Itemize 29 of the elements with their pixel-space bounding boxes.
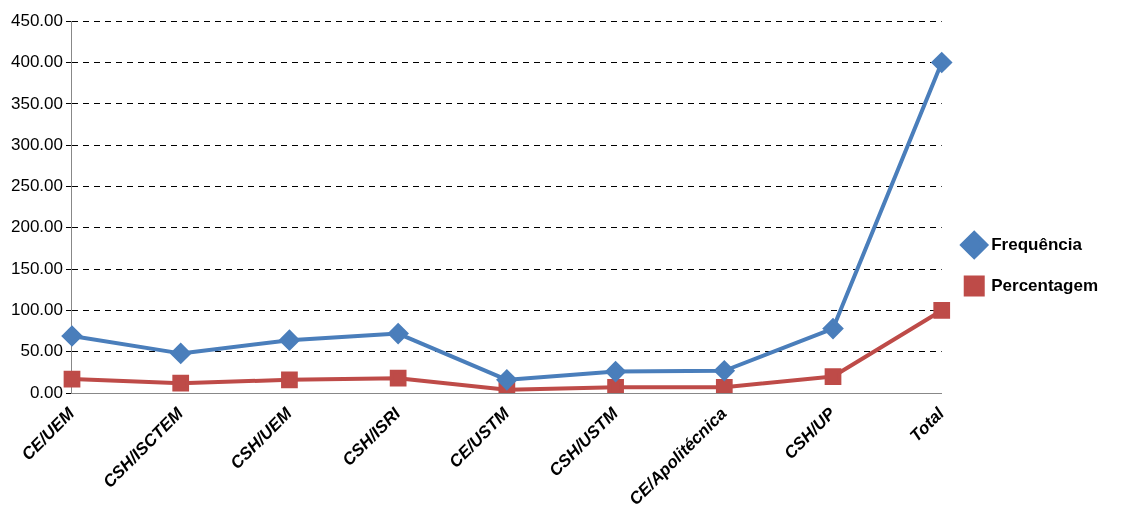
legend-label: Frequência — [991, 234, 1083, 254]
y-tick-label: 400.00 — [11, 52, 63, 72]
y-tick-label: 0.00 — [29, 382, 63, 402]
y-tick-label: 50.00 — [20, 341, 63, 361]
point — [172, 374, 190, 392]
point — [823, 318, 844, 339]
y-tick-label: 250.00 — [11, 176, 63, 196]
point — [714, 360, 735, 381]
point — [607, 378, 624, 394]
point — [170, 343, 191, 364]
point — [931, 52, 952, 73]
y-tick-label: 200.00 — [11, 217, 63, 237]
y-tick-label: 100.00 — [11, 300, 63, 320]
y-tick-label: 300.00 — [11, 134, 63, 154]
y-tick-label: 450.00 — [11, 10, 63, 30]
point — [389, 369, 407, 387]
y-tick-label: 350.00 — [11, 93, 63, 113]
point — [62, 326, 82, 347]
point — [279, 330, 300, 351]
legend-label: Percentagem — [991, 275, 1099, 295]
point — [933, 302, 951, 319]
point — [824, 368, 842, 385]
y-tick-label: 150.00 — [11, 258, 63, 278]
point — [496, 369, 517, 390]
point — [388, 323, 409, 344]
point — [281, 371, 298, 389]
point — [63, 370, 81, 388]
point — [605, 361, 626, 382]
point — [715, 378, 733, 394]
